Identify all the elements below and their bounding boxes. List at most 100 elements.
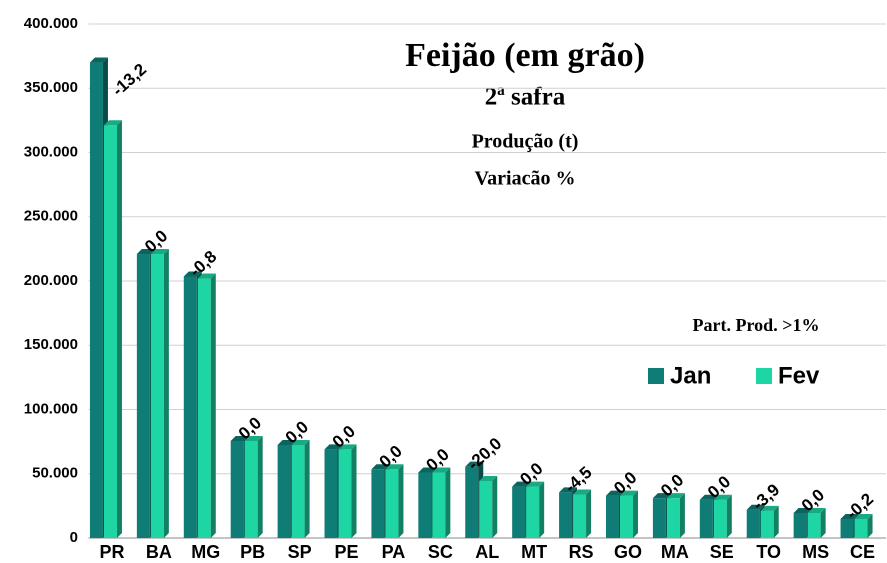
bar-front: [840, 518, 854, 538]
bar-side: [351, 444, 357, 538]
bar-front: [230, 440, 244, 538]
bar: [432, 467, 451, 538]
bar-front: [432, 472, 446, 538]
bar-front: [526, 486, 540, 538]
bar: [807, 507, 826, 538]
bar-front: [854, 519, 868, 538]
x-tick-label: SE: [710, 542, 734, 562]
bar-front: [136, 254, 150, 538]
bar-front: [760, 510, 774, 538]
bar-top: [559, 487, 578, 493]
bar-front: [793, 512, 807, 538]
bar-top: [432, 467, 451, 473]
y-tick-label: 400.000: [24, 15, 78, 32]
y-tick-label: 50.000: [32, 465, 78, 482]
bar-top: [699, 494, 718, 500]
bar-top: [197, 273, 216, 279]
bar-front: [666, 498, 680, 538]
bar-side: [773, 505, 779, 538]
bar-front: [89, 62, 103, 539]
bar-top: [854, 514, 873, 520]
bar: [713, 494, 732, 538]
bar-front: [573, 494, 587, 538]
bar-side: [445, 467, 451, 538]
bar-front: [807, 512, 821, 538]
bar: [291, 439, 310, 538]
legend-swatch: [648, 368, 664, 384]
bar-top: [338, 444, 357, 450]
bar-top: [277, 439, 296, 445]
bar-front: [291, 444, 305, 538]
bar-front: [605, 495, 619, 538]
bar-top: [713, 494, 732, 500]
bar-front: [244, 440, 258, 538]
bar-front: [652, 498, 666, 538]
x-tick-label: MS: [802, 542, 829, 562]
x-tick-label: PE: [335, 542, 359, 562]
bar: [666, 493, 685, 538]
bar-top: [418, 467, 437, 473]
bar-top: [652, 493, 671, 499]
bar-top: [136, 249, 155, 255]
bar: [760, 505, 779, 538]
bar-top: [89, 57, 108, 63]
bar-top: [793, 507, 812, 513]
bar: [197, 273, 216, 538]
bar: [385, 464, 404, 538]
bar: [103, 120, 122, 539]
legend-label: Fev: [778, 362, 820, 389]
x-tick-label: BA: [146, 542, 172, 562]
x-tick-label: MG: [191, 542, 220, 562]
bar-top: [150, 249, 169, 255]
variation-label: -13,2: [109, 60, 151, 100]
bar-front: [277, 444, 291, 538]
bar-top: [807, 507, 826, 513]
bar-side: [632, 490, 638, 538]
bar: [150, 249, 169, 538]
bar-front: [103, 125, 117, 539]
bar-front: [418, 472, 432, 538]
x-tick-label: TO: [756, 542, 781, 562]
x-tick-label: GO: [614, 542, 642, 562]
note: Variacão %: [475, 168, 576, 190]
bar-front: [619, 495, 633, 538]
bar-side: [257, 435, 263, 538]
x-tick-label: MA: [661, 542, 689, 562]
bar-top: [619, 490, 638, 496]
bar-front: [465, 466, 479, 538]
bar: [338, 444, 357, 538]
bar-top: [760, 505, 779, 511]
bar-top: [746, 504, 765, 510]
legend-swatch: [756, 368, 772, 384]
y-tick-label: 100.000: [24, 400, 78, 417]
x-tick-label: RS: [569, 542, 594, 562]
bar-front: [324, 449, 338, 538]
bar-top: [666, 493, 685, 499]
bar-side: [210, 273, 216, 538]
x-tick-label: PR: [99, 542, 124, 562]
bar-side: [163, 249, 169, 538]
bar-top: [183, 271, 202, 277]
bar-front: [479, 480, 493, 538]
bar-side: [116, 120, 122, 539]
y-tick-label: 150.000: [24, 336, 78, 353]
bar-top: [526, 481, 545, 487]
x-tick-label: SP: [288, 542, 312, 562]
x-tick-label: AL: [475, 542, 499, 562]
bar: [244, 435, 263, 538]
bar-front: [713, 499, 727, 538]
x-tick-label: MT: [521, 542, 547, 562]
bar-top: [385, 464, 404, 470]
note: Part. Prod. >1%: [693, 315, 820, 335]
x-tick-label: CE: [850, 542, 875, 562]
note: Produção (t): [472, 131, 579, 153]
bar-top: [512, 481, 531, 487]
y-tick-label: 300.000: [24, 143, 78, 160]
x-tick-label: PA: [382, 542, 406, 562]
bar-top: [291, 439, 310, 445]
bar-side: [679, 493, 685, 538]
y-tick-label: 250.000: [24, 208, 78, 225]
bar-front: [559, 492, 573, 538]
bar-front: [746, 509, 760, 538]
x-tick-label: SC: [428, 542, 453, 562]
